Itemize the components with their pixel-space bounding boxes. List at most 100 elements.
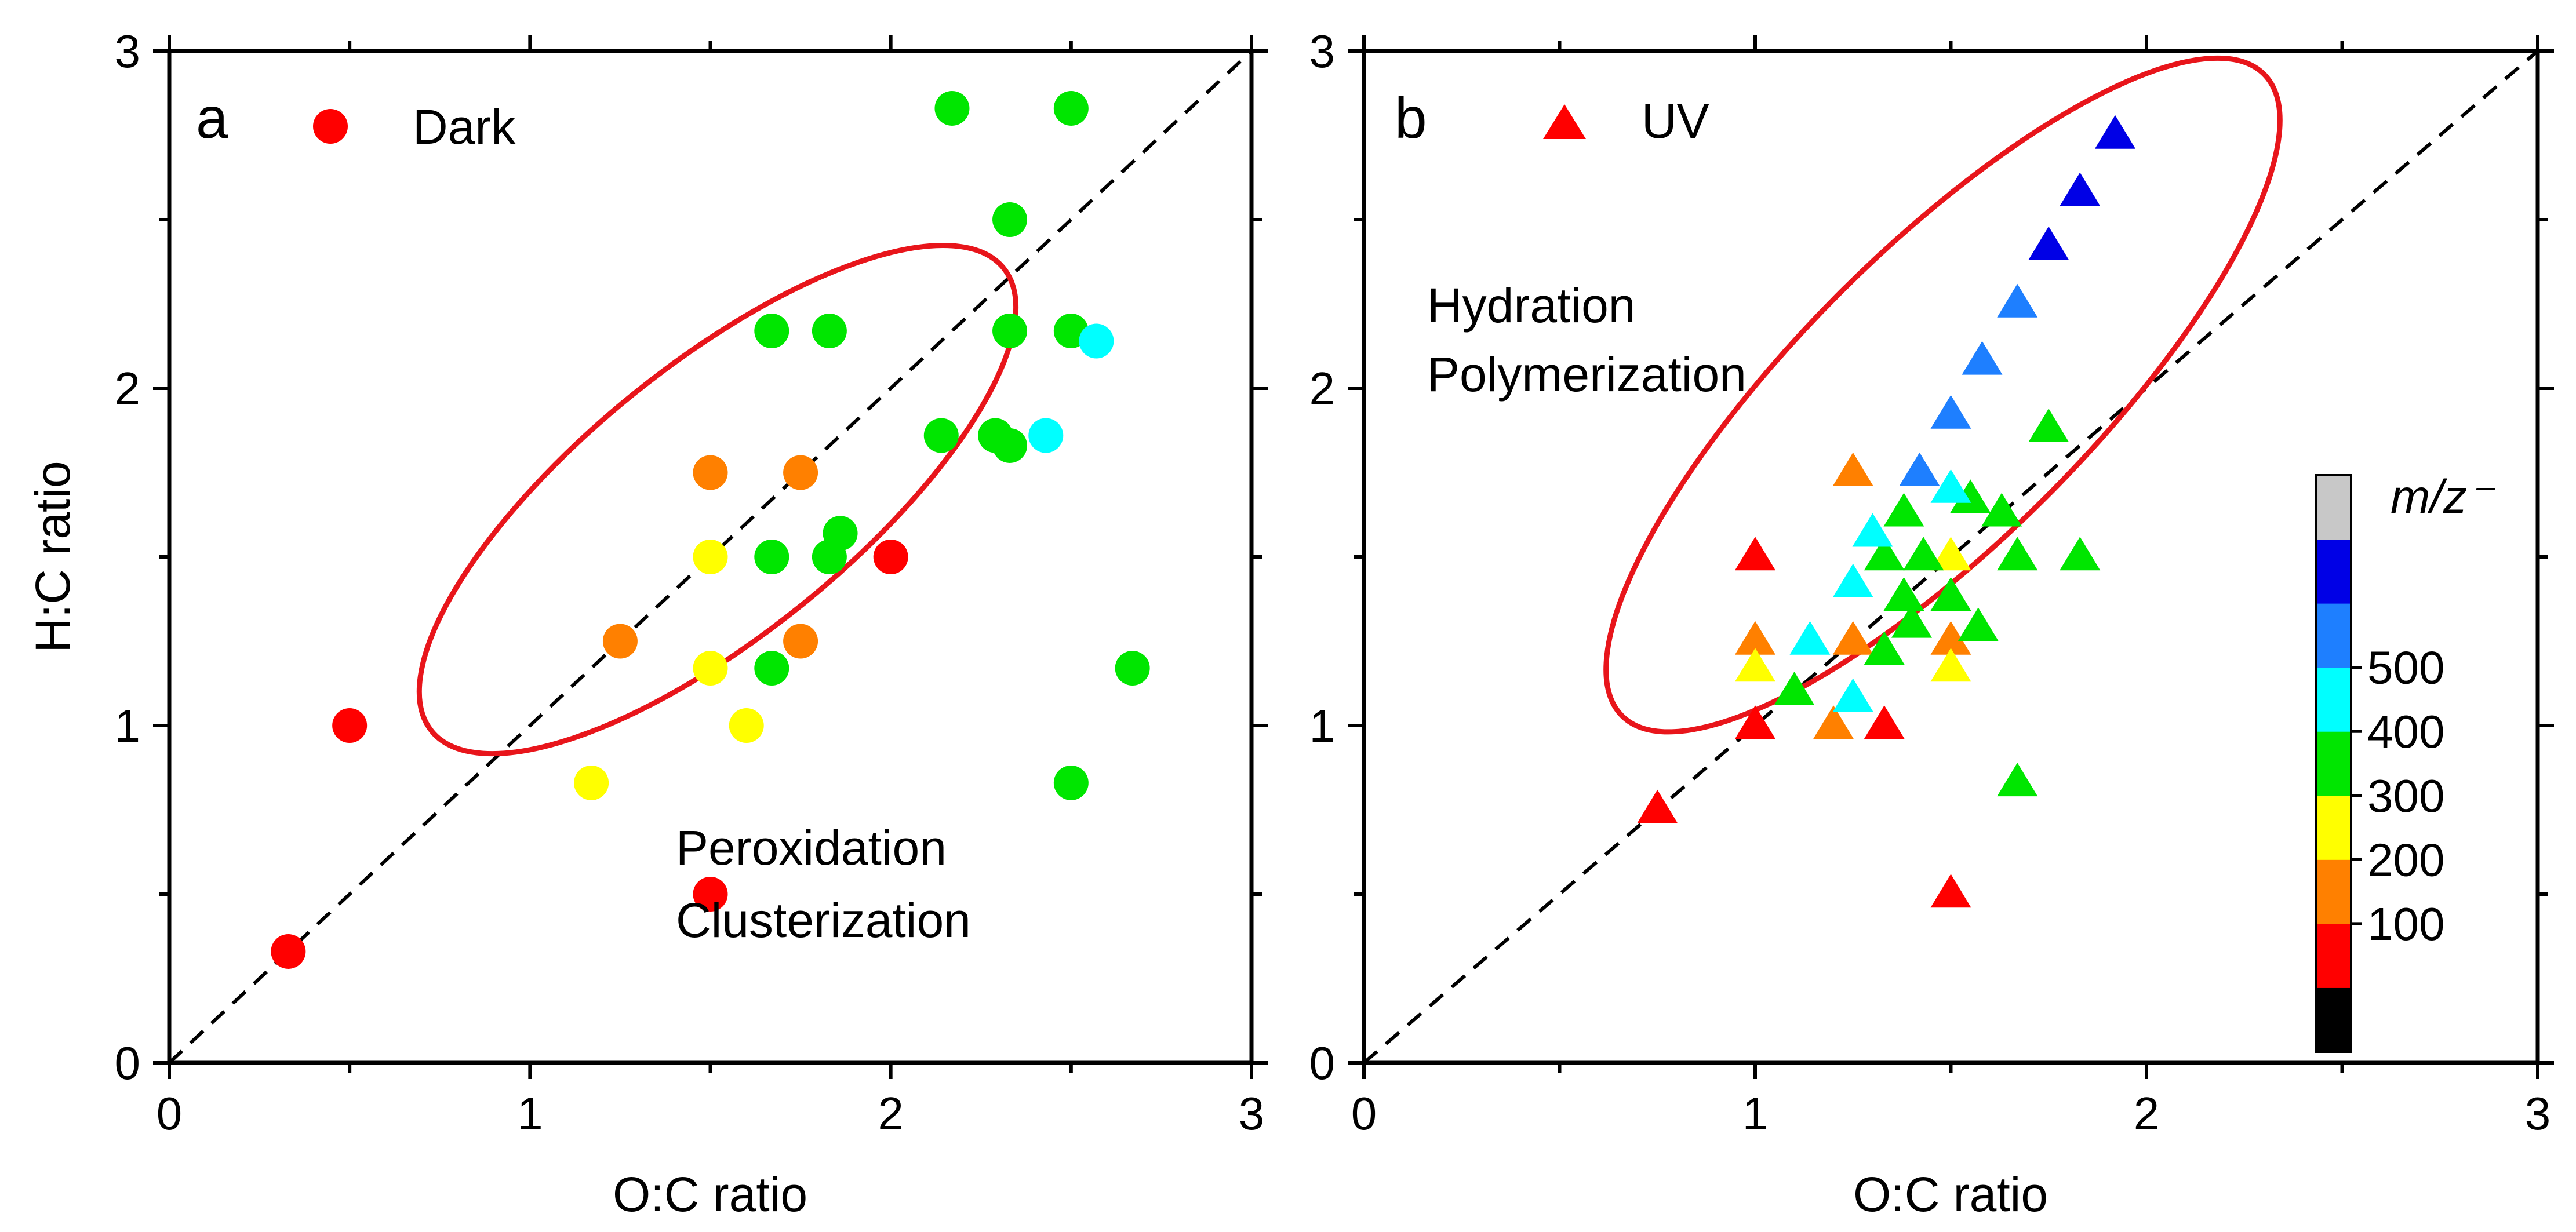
colorbar-segment <box>2316 475 2351 540</box>
panel-a-annotation-line1: Peroxidation <box>676 821 947 875</box>
colorbar-label: 300 <box>2367 770 2444 822</box>
colorbar-segments <box>2315 474 2352 1053</box>
panel-a-annotation-line2: Clusterization <box>676 893 971 947</box>
data-point <box>1774 672 1815 705</box>
x-tick-label: 3 <box>1239 1088 1265 1139</box>
panel-b-legend-marker <box>1543 104 1586 139</box>
data-point <box>2095 115 2135 149</box>
colorbar: 100 200 300 400 500 m/z⁻ <box>2315 471 2495 1053</box>
panel-b-annotation-line2: Polymerization <box>1427 347 1747 402</box>
data-point <box>693 877 728 912</box>
data-point <box>602 624 638 659</box>
data-point <box>1883 493 1924 527</box>
data-point <box>271 934 306 969</box>
colorbar-segment <box>2316 731 2351 796</box>
x-tick-label: 2 <box>878 1088 904 1139</box>
colorbar-label: 100 <box>2367 898 2444 950</box>
colorbar-title: m/z⁻ <box>2391 471 2495 523</box>
data-point <box>574 765 609 800</box>
panel-a-yaxis-title: H:C ratio <box>26 461 80 653</box>
diagonal-line <box>1363 49 2539 1065</box>
x-tick-label: 0 <box>157 1088 183 1139</box>
colorbar-segment <box>2316 923 2351 988</box>
data-point <box>1930 874 1971 908</box>
data-point <box>754 651 789 686</box>
x-tick-label: 2 <box>2134 1088 2160 1139</box>
panel-a-points <box>271 90 1150 969</box>
y-tick-label: 2 <box>115 363 141 414</box>
data-point <box>693 455 728 490</box>
panel-b-chart: 0 1 2 3 0 1 2 3 b UV Hydration Polymerization O… <box>1309 25 2554 1222</box>
panel-a-legend-marker <box>313 109 348 144</box>
y-tick-label: 3 <box>115 25 141 77</box>
data-point <box>1903 537 1944 571</box>
y-tick-label: 1 <box>1309 700 1336 752</box>
data-point <box>754 540 789 574</box>
panel-a-ticks: 0 1 2 3 0 1 2 3 <box>115 25 1268 1139</box>
data-point <box>729 708 764 743</box>
data-point <box>2028 226 2069 260</box>
panel-a-chart: 0 1 2 3 0 1 2 3 a Dark Peroxidation Clusterizat… <box>26 25 1268 1222</box>
colorbar-segment <box>2316 539 2351 604</box>
data-point <box>1930 469 1971 503</box>
data-point <box>923 418 959 453</box>
panel-b-letter: b <box>1395 86 1427 151</box>
y-tick-label: 0 <box>1309 1037 1336 1089</box>
panel-b-ellipse-layer <box>1603 55 2283 735</box>
data-point <box>1981 493 2022 527</box>
data-point <box>1997 537 2038 571</box>
colorbar-segment <box>2316 667 2351 732</box>
data-point <box>1832 452 1873 486</box>
data-point <box>1864 537 1905 571</box>
data-point <box>783 455 818 490</box>
data-point <box>1053 765 1089 800</box>
data-point <box>693 651 728 686</box>
data-point <box>1958 607 1999 641</box>
data-point <box>693 540 728 574</box>
data-point <box>1930 648 1971 682</box>
data-point <box>332 708 368 743</box>
data-point <box>783 624 818 659</box>
colorbar-border <box>2315 474 2352 1053</box>
panel-b-annotation-line1: Hydration <box>1427 278 1636 333</box>
data-point <box>1930 577 1971 611</box>
data-point <box>823 516 858 551</box>
panel-a-letter: a <box>196 86 228 151</box>
data-point <box>1028 418 1064 453</box>
data-point <box>1864 705 1905 739</box>
panel-b-legend-label: UV <box>1642 94 1709 148</box>
data-point <box>1637 789 1678 823</box>
y-tick-label: 2 <box>1309 363 1336 414</box>
data-point <box>1735 537 1775 571</box>
panel-a-legend-label: Dark <box>413 100 516 154</box>
data-point <box>1930 621 1971 655</box>
data-point <box>1735 648 1775 682</box>
data-point <box>754 314 789 349</box>
colorbar-segment <box>2316 603 2351 668</box>
data-point <box>1852 513 1893 547</box>
panel-b-ticks: 0 1 2 3 0 1 2 3 <box>1309 25 2554 1139</box>
colorbar-label: 400 <box>2367 706 2444 757</box>
data-point <box>2060 537 2101 571</box>
data-point <box>1950 479 1991 513</box>
data-point <box>1789 621 1831 655</box>
data-point <box>1864 631 1905 665</box>
data-point <box>1891 604 1932 638</box>
panel-b-diagonal-layer <box>1363 49 2539 1065</box>
data-point <box>1115 651 1150 686</box>
x-tick-label: 1 <box>517 1088 543 1139</box>
data-point <box>992 314 1028 349</box>
data-point <box>1997 283 2038 318</box>
data-point <box>934 90 970 126</box>
data-point <box>1832 563 1873 597</box>
y-tick-label: 0 <box>115 1037 141 1089</box>
panel-a-xaxis-title: O:C ratio <box>613 1167 807 1222</box>
colorbar-label: 500 <box>2367 642 2444 694</box>
panel-b-points <box>1637 115 2135 908</box>
process-ellipse <box>1603 55 2283 735</box>
panel-a-ellipse-layer <box>416 243 1019 757</box>
panel-b-xaxis-title: O:C ratio <box>1853 1167 2048 1222</box>
data-point <box>1883 577 1924 611</box>
data-point <box>1899 452 1940 486</box>
